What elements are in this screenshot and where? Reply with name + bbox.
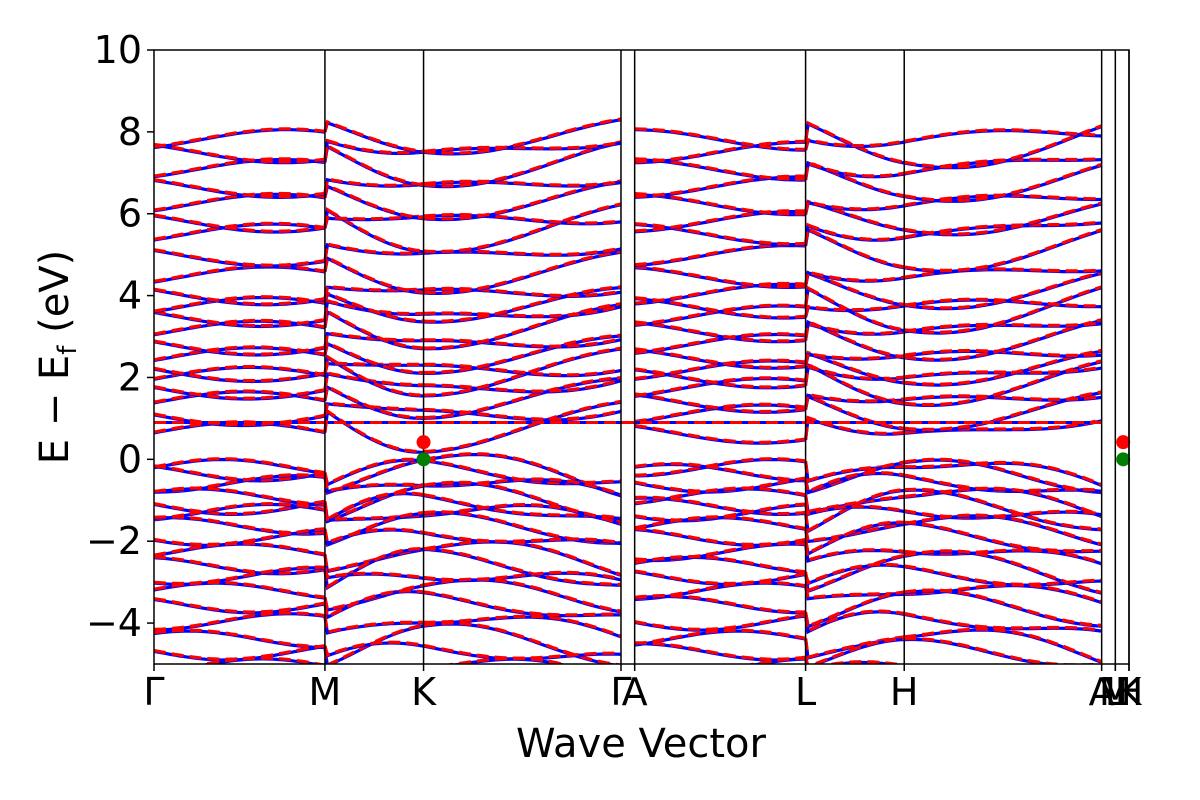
conduction-band-spin-down	[154, 160, 1103, 203]
valence-band-spin-down	[154, 520, 1102, 556]
conduction-band-spin-down	[154, 359, 1103, 407]
conduction-band-spin-down	[154, 117, 1102, 155]
valence-band-spin-down	[154, 452, 1103, 497]
vbm-marker	[1116, 452, 1131, 467]
conduction-band-spin-down	[154, 285, 1103, 334]
valence-band-spin-down	[154, 621, 1103, 664]
conduction-band-spin-down	[154, 399, 1103, 453]
x-tick-label: Γ	[143, 670, 164, 714]
x-tick-label: Γ	[610, 670, 631, 714]
y-tick-label: 4	[118, 274, 142, 318]
x-tick-label: M	[1099, 670, 1132, 714]
conduction-band-spin-down	[154, 270, 1103, 310]
conduction-band-spin-down	[154, 376, 1102, 420]
valence-band-spin-down	[154, 546, 1103, 594]
y-tick-label: 10	[94, 28, 142, 72]
y-axis-label-unit: (eV)	[32, 250, 78, 346]
valence-band-spin-down	[196, 656, 906, 664]
valence-band-spin-down	[154, 487, 1102, 534]
x-tick-label: K	[1117, 670, 1143, 714]
y-axis-label-subscript: f	[53, 345, 83, 355]
y-axis-label: E − Ef (eV)	[32, 250, 83, 465]
valence-band-spin-down	[154, 609, 1102, 638]
conduction-band-spin-down	[154, 179, 1102, 221]
plot-frame	[153, 49, 1130, 665]
y-tick-label: −2	[86, 519, 142, 563]
conduction-band-spin-down	[154, 199, 1103, 236]
conduction-band-spin-down	[154, 333, 1102, 375]
conduction-band-spin-down	[154, 202, 1102, 254]
x-tick-label: L	[795, 670, 816, 714]
conduction-band-spin-down	[154, 318, 1103, 361]
y-tick-label: 6	[118, 192, 142, 236]
conduction-band-spin-down	[154, 249, 1102, 295]
band-edge-markers	[416, 435, 1131, 467]
conduction-band-spin-down	[154, 302, 1102, 350]
y-tick-label: 2	[118, 355, 142, 399]
x-tick-label: L	[1105, 670, 1126, 714]
bands-layer	[154, 117, 1103, 664]
x-tick-label: A	[1089, 670, 1115, 714]
valence-band-spin-down	[154, 562, 1102, 586]
conduction-band-spin-down	[154, 140, 1102, 188]
vbm-marker	[416, 452, 431, 467]
cbm-marker	[416, 435, 431, 450]
x-tick-label: H	[1115, 670, 1144, 714]
x-tick-label: M	[309, 670, 342, 714]
valence-band-spin-down	[154, 501, 1102, 526]
cbm-marker	[1116, 435, 1131, 450]
y-axis: −4 −2 0 2 4 6 8 10	[86, 28, 154, 645]
x-tick-label: H	[890, 670, 919, 714]
y-tick-label: −4	[86, 601, 142, 645]
valence-band-spin-down	[154, 480, 1103, 523]
conduction-band-spin-down	[154, 120, 1103, 169]
conduction-band-spin-down	[154, 285, 1102, 323]
y-tick-label: 0	[118, 437, 142, 481]
valence-band-spin-down	[154, 471, 1102, 496]
valence-band-spin-down	[154, 588, 1102, 628]
x-tick-label: K	[411, 670, 437, 714]
y-axis-label-main: E − E	[32, 355, 78, 465]
conduction-band-spin-down	[154, 226, 1103, 272]
y-tick-label: 8	[118, 110, 142, 154]
x-tick-label: A	[622, 670, 648, 714]
valence-band-spin-down	[154, 510, 1103, 547]
x-axis-label: Wave Vector	[516, 721, 767, 767]
